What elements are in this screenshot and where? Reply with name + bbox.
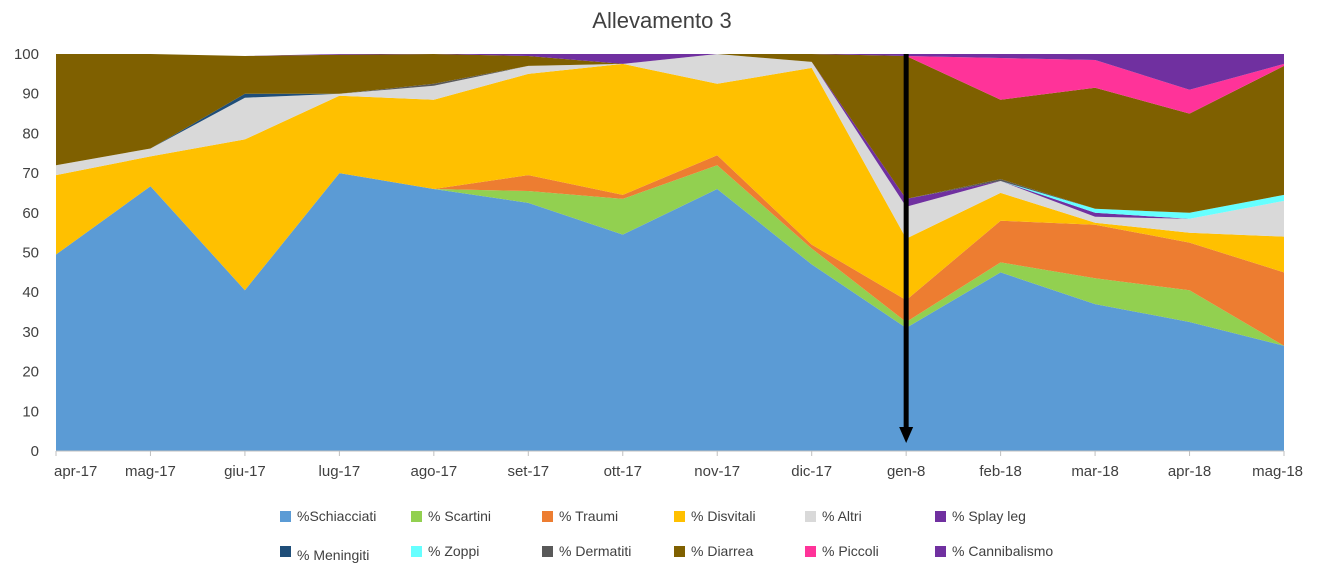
y-tick-label: 20 bbox=[22, 364, 39, 381]
legend-swatch bbox=[935, 546, 946, 557]
area-schiacciati bbox=[56, 173, 1284, 451]
legend-label: % Splay leg bbox=[952, 508, 1026, 524]
x-tick-label: dic-17 bbox=[791, 463, 832, 480]
area-disvitali bbox=[56, 63, 1284, 301]
y-tick-label: 100 bbox=[14, 46, 39, 63]
x-tick-label: apr-18 bbox=[1168, 463, 1211, 480]
y-tick-label: 70 bbox=[22, 165, 39, 182]
legend-label: % Meningiti bbox=[297, 547, 369, 563]
legend-swatch bbox=[805, 546, 816, 557]
legend-item: % Scartini bbox=[411, 508, 491, 524]
y-axis: 0 10 20 30 40 50 60 70 80 90 100 bbox=[14, 46, 39, 460]
legend-swatch bbox=[280, 511, 291, 522]
y-tick-label: 60 bbox=[22, 205, 39, 222]
arrow-head bbox=[899, 427, 914, 444]
legend-item: % Cannibalismo bbox=[935, 543, 1053, 559]
x-tick-label: nov-17 bbox=[694, 463, 740, 480]
legend-item: % Zoppi bbox=[411, 543, 479, 559]
x-tick-label: gen-8 bbox=[887, 463, 925, 480]
annotation-arrow bbox=[899, 54, 914, 444]
area-diarrea bbox=[56, 54, 1284, 213]
area-series-group bbox=[56, 54, 1284, 451]
legend-label: % Piccoli bbox=[822, 543, 879, 559]
x-tick-label: set-17 bbox=[507, 463, 549, 480]
chart-title: Allevamento 3 bbox=[592, 8, 731, 33]
legend-label: % Altri bbox=[822, 508, 862, 524]
area-piccoli bbox=[56, 54, 1284, 114]
legend-swatch bbox=[674, 511, 685, 522]
legend-swatch bbox=[542, 546, 553, 557]
legend-item: % Piccoli bbox=[805, 543, 879, 559]
x-tick-label: mar-18 bbox=[1071, 463, 1119, 480]
x-axis: apr-17 mag-17 giu-17 lug-17 ago-17 set-17 ott-… bbox=[54, 450, 1303, 480]
x-tick-label: apr-17 bbox=[54, 463, 97, 480]
area-scartini bbox=[56, 165, 1284, 346]
y-tick-label: 0 bbox=[31, 443, 39, 460]
x-tick-label: mag-18 bbox=[1252, 463, 1303, 480]
x-tick-label: giu-17 bbox=[224, 463, 266, 480]
legend-label: % Traumi bbox=[559, 508, 618, 524]
legend-swatch bbox=[411, 546, 422, 557]
legend-label: %Schiacciati bbox=[297, 508, 376, 524]
legend: %Schiacciati % Scartini % Traumi % Disvital… bbox=[280, 508, 1053, 563]
legend-item: % Meningiti bbox=[280, 546, 369, 563]
y-tick-label: 50 bbox=[22, 245, 39, 262]
legend-label: % Zoppi bbox=[428, 543, 479, 559]
y-tick-label: 10 bbox=[22, 403, 39, 420]
legend-item: % Diarrea bbox=[674, 543, 753, 559]
legend-label: % Disvitali bbox=[691, 508, 756, 524]
legend-label: % Dermatiti bbox=[559, 543, 631, 559]
x-tick-label: mag-17 bbox=[125, 463, 176, 480]
legend-item: % Splay leg bbox=[935, 508, 1026, 524]
x-tick-label: lug-17 bbox=[319, 463, 361, 480]
legend-swatch bbox=[935, 511, 946, 522]
legend-item: %Schiacciati bbox=[280, 508, 376, 524]
legend-swatch bbox=[674, 546, 685, 557]
area-cannibalismo bbox=[56, 54, 1284, 90]
legend-label: % Scartini bbox=[428, 508, 491, 524]
y-tick-label: 90 bbox=[22, 86, 39, 103]
legend-swatch bbox=[411, 511, 422, 522]
legend-item: % Dermatiti bbox=[542, 543, 631, 559]
y-tick-label: 30 bbox=[22, 324, 39, 341]
legend-item: % Altri bbox=[805, 508, 862, 524]
legend-label: % Diarrea bbox=[691, 543, 753, 559]
y-tick-label: 80 bbox=[22, 125, 39, 142]
area-traumi bbox=[56, 155, 1284, 346]
legend-item: % Disvitali bbox=[674, 508, 756, 524]
area-altri bbox=[56, 54, 1284, 239]
legend-item: % Traumi bbox=[542, 508, 618, 524]
x-tick-label: ago-17 bbox=[410, 463, 457, 480]
x-tick-label: feb-18 bbox=[979, 463, 1022, 480]
legend-label: % Cannibalismo bbox=[952, 543, 1053, 559]
legend-swatch bbox=[805, 511, 816, 522]
x-tick-label: ott-17 bbox=[604, 463, 642, 480]
y-tick-label: 40 bbox=[22, 284, 39, 301]
legend-swatch bbox=[542, 511, 553, 522]
legend-swatch bbox=[280, 546, 291, 557]
